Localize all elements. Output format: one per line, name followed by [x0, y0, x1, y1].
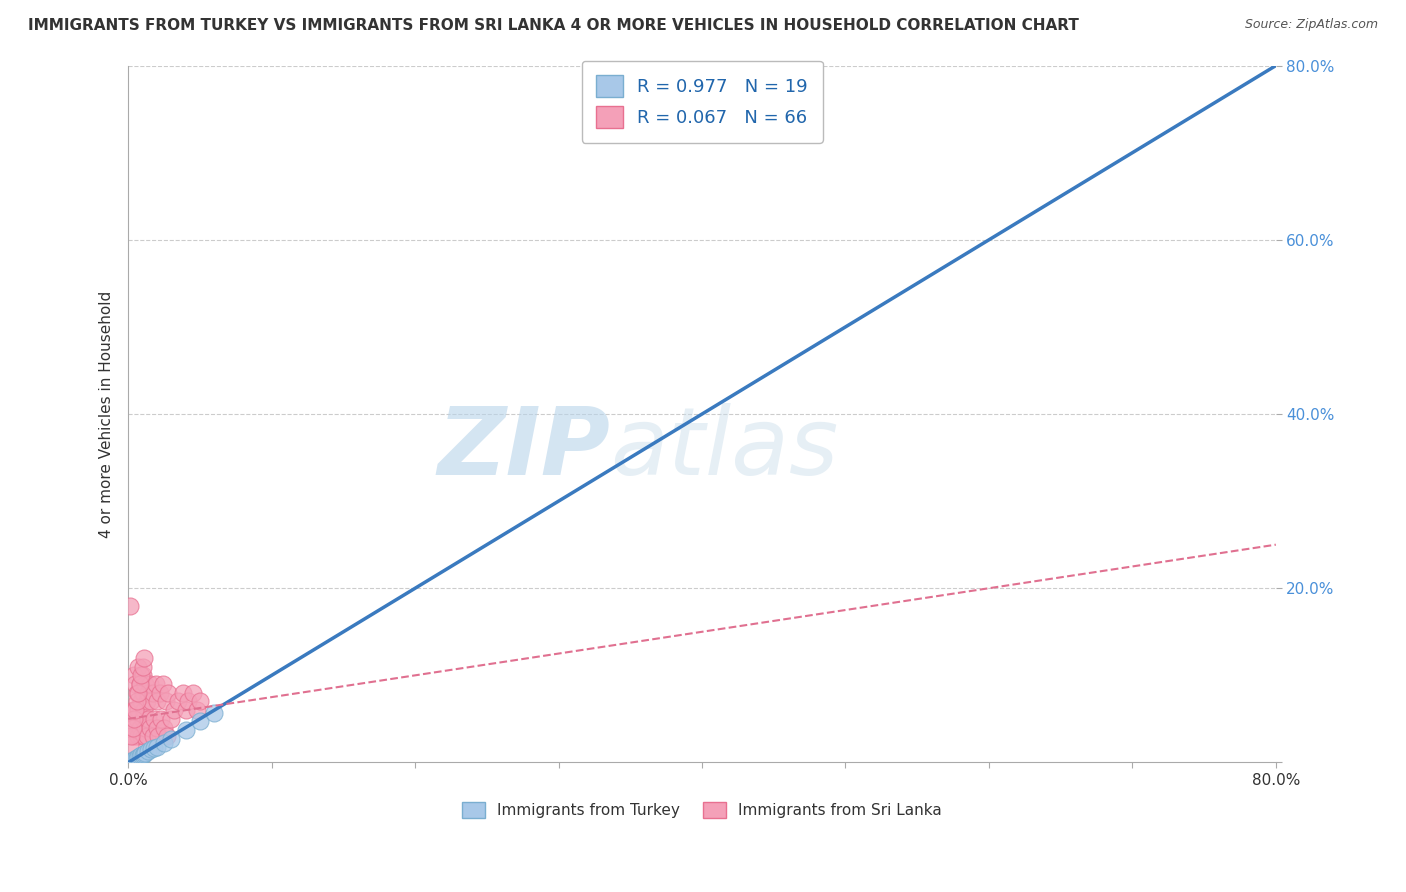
Point	[135, 729, 157, 743]
Point	[174, 723, 197, 738]
Point	[157, 686, 180, 700]
Point	[188, 694, 211, 708]
Point	[153, 736, 176, 750]
Point	[146, 694, 169, 708]
Point	[142, 686, 165, 700]
Point	[181, 686, 204, 700]
Text: Source: ZipAtlas.com: Source: ZipAtlas.com	[1244, 18, 1378, 31]
Point	[124, 729, 146, 743]
Point	[139, 721, 162, 735]
Point	[188, 714, 211, 729]
Point	[122, 712, 145, 726]
Point	[128, 749, 150, 764]
Point	[156, 729, 179, 743]
Point	[120, 721, 142, 735]
Point	[136, 686, 159, 700]
Point	[122, 668, 145, 682]
Point	[153, 721, 176, 735]
Point	[132, 651, 155, 665]
Point	[127, 659, 149, 673]
Point	[131, 659, 153, 673]
Point	[129, 694, 152, 708]
Point	[129, 668, 152, 682]
Point	[124, 752, 146, 766]
Point	[148, 729, 170, 743]
Point	[143, 741, 166, 756]
Legend: Immigrants from Turkey, Immigrants from Sri Lanka: Immigrants from Turkey, Immigrants from …	[456, 797, 948, 824]
Point	[129, 748, 152, 763]
Point	[145, 677, 167, 691]
Point	[132, 747, 155, 761]
Text: ZIP: ZIP	[437, 403, 610, 495]
Point	[121, 703, 143, 717]
Point	[136, 744, 159, 758]
Point	[118, 738, 141, 752]
Point	[152, 677, 174, 691]
Point	[124, 703, 146, 717]
Point	[125, 694, 148, 708]
Point	[128, 677, 150, 691]
Point	[124, 703, 146, 717]
Point	[127, 686, 149, 700]
Point	[131, 747, 153, 762]
Y-axis label: 4 or more Vehicles in Household: 4 or more Vehicles in Household	[100, 291, 114, 538]
Point	[118, 599, 141, 613]
Point	[127, 703, 149, 717]
Point	[142, 729, 165, 743]
Point	[132, 729, 155, 743]
Point	[202, 706, 225, 720]
Point	[155, 694, 177, 708]
Point	[186, 703, 208, 717]
Point	[167, 694, 190, 708]
Point	[134, 746, 156, 760]
Point	[121, 729, 143, 743]
Point	[122, 703, 145, 717]
Point	[139, 677, 162, 691]
Point	[131, 712, 153, 726]
Point	[146, 739, 169, 754]
Point	[136, 712, 159, 726]
Point	[132, 703, 155, 717]
Point	[127, 729, 149, 743]
Point	[174, 703, 197, 717]
Point	[150, 712, 173, 726]
Point	[125, 712, 148, 726]
Point	[143, 712, 166, 726]
Point	[128, 677, 150, 691]
Point	[141, 694, 163, 708]
Point	[135, 694, 157, 708]
Text: IMMIGRANTS FROM TURKEY VS IMMIGRANTS FROM SRI LANKA 4 OR MORE VEHICLES IN HOUSEH: IMMIGRANTS FROM TURKEY VS IMMIGRANTS FRO…	[28, 18, 1078, 33]
Point	[128, 721, 150, 735]
Point	[129, 729, 152, 743]
Point	[163, 703, 186, 717]
Point	[131, 686, 153, 700]
Point	[121, 753, 143, 767]
Point	[131, 668, 153, 682]
Text: atlas: atlas	[610, 403, 838, 494]
Point	[177, 694, 200, 708]
Point	[127, 750, 149, 764]
Point	[125, 751, 148, 765]
Point	[134, 677, 156, 691]
Point	[160, 712, 183, 726]
Point	[121, 721, 143, 735]
Point	[141, 742, 163, 756]
Point	[146, 721, 169, 735]
Point	[160, 731, 183, 746]
Point	[125, 686, 148, 700]
Point	[120, 729, 142, 743]
Point	[134, 721, 156, 735]
Point	[118, 755, 141, 769]
Point	[124, 677, 146, 691]
Point	[172, 686, 194, 700]
Point	[149, 686, 172, 700]
